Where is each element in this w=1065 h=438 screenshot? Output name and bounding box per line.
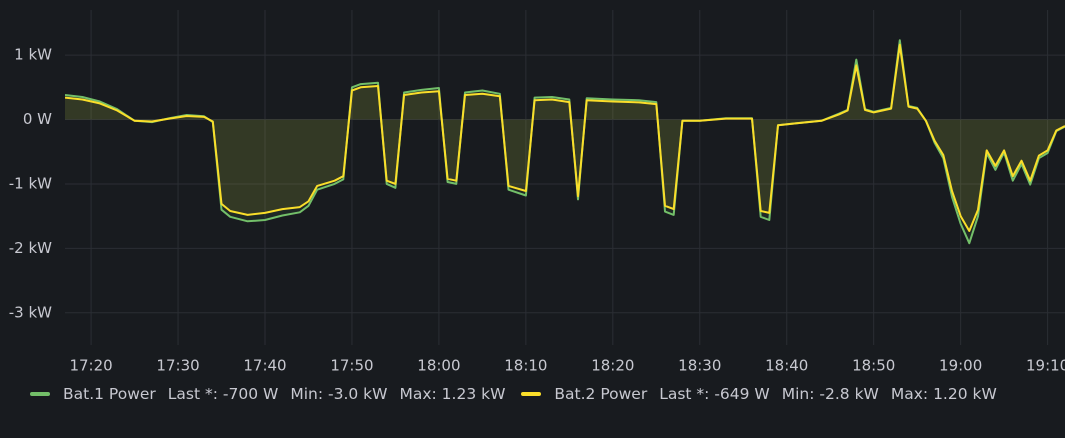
y-tick-label: -1 kW [9, 174, 52, 192]
legend-stat: Min: -2.8 kW [781, 385, 879, 403]
area [65, 44, 1065, 231]
x-tick-label: 19:10 [1026, 357, 1065, 375]
chart: 1 kW 0 W -1 kW -2 kW -3 kW 17:20 17:30 17:40 17:… [9, 10, 1065, 375]
x-tick-label: 18:10 [504, 357, 547, 375]
x-tick-label: 18:20 [591, 357, 634, 375]
y-tick-label: 1 kW [14, 46, 52, 64]
legend-label: Bat.1 Power [63, 385, 156, 403]
legend-swatch [521, 392, 542, 396]
y-tick-label: -2 kW [9, 239, 52, 257]
x-tick-label: 17:30 [156, 357, 199, 375]
line [65, 39, 1065, 245]
x-tick-label: 18:40 [765, 357, 808, 375]
x-tick-label: 19:00 [939, 357, 982, 375]
legend: Bat.1 Power Last *: -700 W Min: -3.0 kW Max… [30, 385, 1013, 403]
legend-stat: Last *: -649 W [659, 385, 770, 403]
legend-stat: Max: 1.23 kW [399, 385, 506, 403]
x-tick-label: 18:50 [852, 357, 895, 375]
x-tick-label: 17:20 [69, 357, 112, 375]
legend-item[interactable]: Bat.1 Power Last *: -700 W Min: -3.0 kW Max… [30, 385, 505, 403]
x-tick-label: 17:40 [243, 357, 286, 375]
line [65, 43, 1065, 232]
legend-label: Bat.2 Power [554, 385, 648, 403]
x-tick-label: 18:00 [417, 357, 460, 375]
x-tick-label: 18:30 [678, 357, 721, 375]
legend-stat: Min: -3.0 kW [290, 385, 388, 403]
legend-swatch [30, 392, 50, 396]
legend-stat: Last *: -700 W [167, 385, 279, 403]
y-tick-label: 0 W [23, 110, 52, 128]
y-tick-label: -3 kW [9, 303, 52, 321]
legend-stat: Max: 1.20 kW [890, 385, 997, 403]
x-tick-label: 17:50 [330, 357, 373, 375]
legend-item[interactable]: Bat.2 Power Last *: -649 W Min: -2.8 kW Max… [521, 385, 997, 403]
